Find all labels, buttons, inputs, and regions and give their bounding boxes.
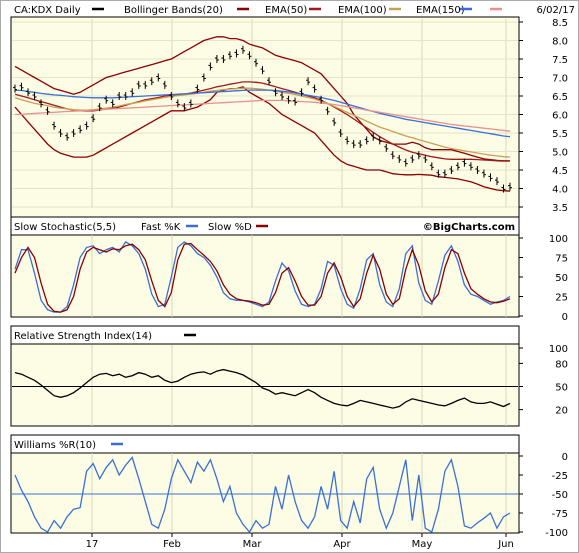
series-line-price [14, 36, 510, 162]
y-tick-label: 50 [555, 383, 568, 394]
axis-layer: 3.5 4.0 4.5 5.0 5.5 6.0 6.5 7.0 7.5 8.0 8.5 0 25 50 75… [86, 18, 568, 550]
williams-panel [10, 434, 520, 534]
series-line-rsi [14, 368, 511, 409]
series-line-price [15, 89, 511, 138]
y-tick-label: 6.0 [552, 111, 568, 122]
y-tick-label: 8.5 [552, 18, 568, 29]
rsi-legend: Relative Strength Index(14) [14, 331, 152, 342]
y-tick-label: -100 [545, 528, 568, 539]
y-tick-label: -50 [552, 490, 568, 501]
y-tick-label: 6.5 [552, 92, 568, 103]
legend-label-bollinger: Bollinger Bands(20) [124, 5, 223, 16]
y-tick-label: 4.5 [552, 166, 568, 177]
series-line-price [14, 86, 511, 192]
legend-label-ticker: CA:KDX Daily [14, 5, 81, 16]
y-tick-label: 100 [549, 344, 568, 355]
x-tick-label: Mar [243, 539, 263, 550]
series-line-williams [14, 456, 511, 534]
y-tick-label: 0 [562, 452, 568, 463]
stochastic-plot-area [10, 234, 520, 318]
x-tick-label: May [412, 539, 433, 550]
chart-date: 6/02/17 [536, 5, 575, 16]
series-line-stochastic [14, 242, 511, 313]
legend-label-ema50: EMA(50) [265, 5, 307, 16]
rsi-panel [10, 325, 520, 427]
legend-label-fast-k: Fast %K [141, 222, 181, 233]
stochastic-legend: Slow Stochastic(5,5) Fast %K Slow %D [14, 222, 252, 233]
y-tick-label: 5.0 [552, 148, 568, 159]
y-tick-label: 5.5 [552, 129, 568, 140]
y-tick-label: 100 [549, 234, 568, 245]
legend-swatches [92, 7, 502, 446]
legend-label-williams: Williams %R(10) [14, 440, 96, 451]
legend-label-ema150: EMA(150) [416, 5, 465, 16]
williams-plot-area [10, 452, 520, 534]
y-tick-label: 3.5 [552, 203, 568, 214]
legend-label-ema100: EMA(100) [338, 5, 387, 16]
y-tick-label: 50 [555, 273, 568, 284]
y-tick-label: 8.0 [552, 37, 568, 48]
price-panel [10, 16, 520, 218]
y-tick-label: 7.0 [552, 74, 568, 85]
y-tick-label: 80 [555, 359, 568, 370]
y-tick-label: 25 [555, 293, 568, 304]
y-tick-label: 7.5 [552, 55, 568, 66]
rsi-plot-area [10, 343, 520, 427]
x-tick-label: Apr [333, 539, 351, 550]
y-tick-label: 4.0 [552, 185, 568, 196]
series-line-price [15, 99, 511, 132]
series-layer [13, 36, 512, 534]
series-line-stochastic [14, 241, 511, 313]
x-tick-label: Feb [163, 539, 181, 550]
price-legend: CA:KDX Daily Bollinger Bands(20) EMA(50)… [14, 5, 465, 16]
x-tick-label: 17 [86, 539, 99, 550]
legend-label-stochastic: Slow Stochastic(5,5) [14, 222, 116, 233]
grid-layer [12, 19, 518, 533]
y-tick-label: 0 [562, 312, 568, 323]
legend-label-slow-d: Slow %D [208, 222, 252, 233]
price-plot-area [10, 16, 520, 218]
y-tick-label: -25 [552, 471, 568, 482]
williams-legend: Williams %R(10) [14, 440, 96, 451]
series-line-price [14, 87, 511, 158]
legend-label-rsi: Relative Strength Index(14) [14, 331, 152, 342]
y-tick-label: 20 [555, 406, 568, 417]
x-tick-label: Jun [497, 539, 514, 550]
y-tick-label: -75 [552, 509, 568, 520]
y-tick-label: 75 [555, 254, 568, 265]
chart-credit: ©BigCharts.com [423, 222, 515, 233]
